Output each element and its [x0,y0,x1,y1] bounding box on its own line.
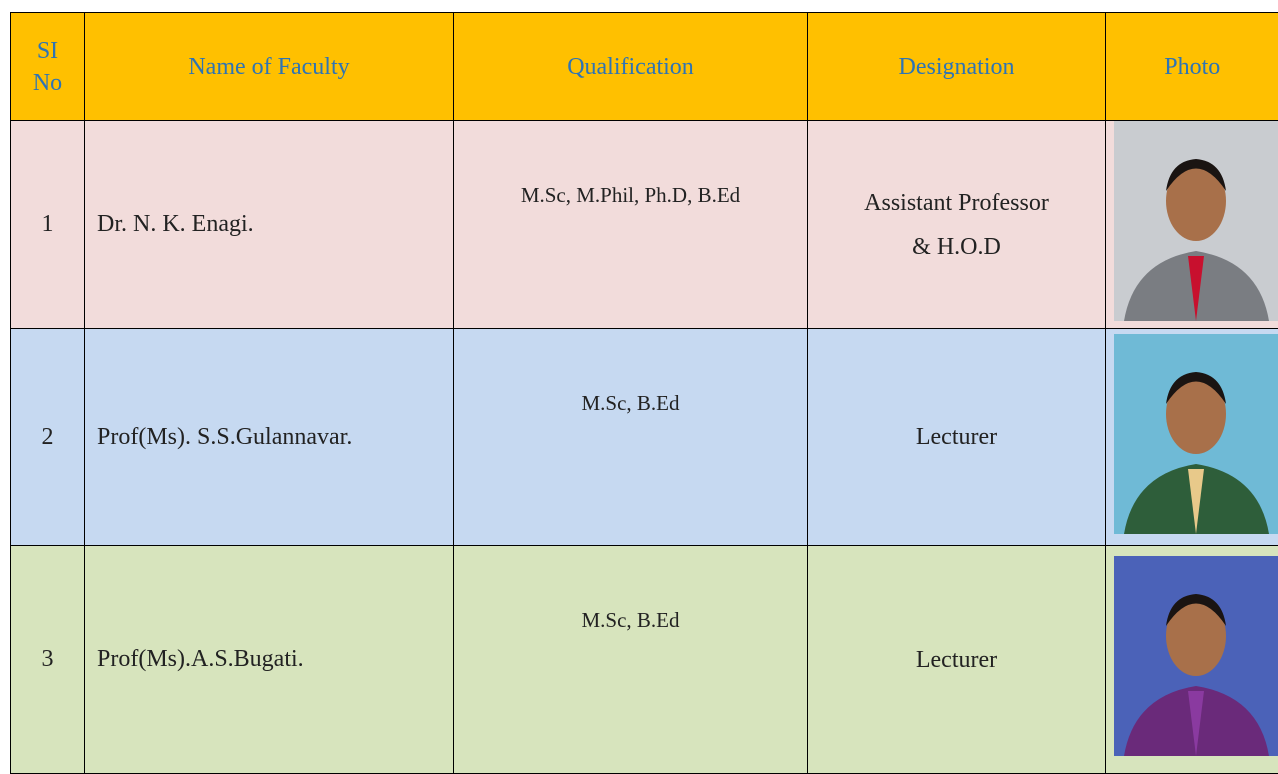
header-row: SI No Name of Faculty Qualification Desi… [11,13,1278,121]
qualification-cell: M.Sc, M.Phil, Ph.D, B.Ed [454,121,808,329]
designation-line: Assistant Professor [808,181,1105,225]
qualification-cell: M.Sc, B.Ed [454,329,808,546]
photo-cell [1106,546,1278,774]
name-cell: Dr. N. K. Enagi. [85,121,454,329]
designation-line: & H.O.D [808,225,1105,269]
designation-cell: Lecturer [808,329,1106,546]
designation-cell: Lecturer [808,546,1106,774]
header-cell: SI No [11,13,85,121]
sl-cell: 1 [11,121,85,329]
designation-line: Lecturer [808,415,1105,459]
qualification-text: M.Sc, B.Ed [454,608,807,633]
qualification-cell: M.Sc, B.Ed [454,546,808,774]
name-cell: Prof(Ms).A.S.Bugati. [85,546,454,774]
photo [1114,334,1278,534]
designation-line: Lecturer [808,638,1105,682]
sl-cell: 2 [11,329,85,546]
table-header: SI No Name of Faculty Qualification Desi… [11,13,1278,121]
photo-cell [1106,121,1278,329]
name-cell: Prof(Ms). S.S.Gulannavar. [85,329,454,546]
header-cell: Name of Faculty [85,13,454,121]
faculty-table: SI No Name of Faculty Qualification Desi… [10,12,1278,774]
photo [1114,121,1278,321]
header-cell: Photo [1106,13,1278,121]
qualification-text: M.Sc, B.Ed [454,391,807,416]
designation-cell: Assistant Professor& H.O.D [808,121,1106,329]
header-cell: Qualification [454,13,808,121]
header-cell: Designation [808,13,1106,121]
photo-cell [1106,329,1278,546]
qualification-text: M.Sc, M.Phil, Ph.D, B.Ed [454,183,807,208]
sl-cell: 3 [11,546,85,774]
photo [1114,556,1278,756]
